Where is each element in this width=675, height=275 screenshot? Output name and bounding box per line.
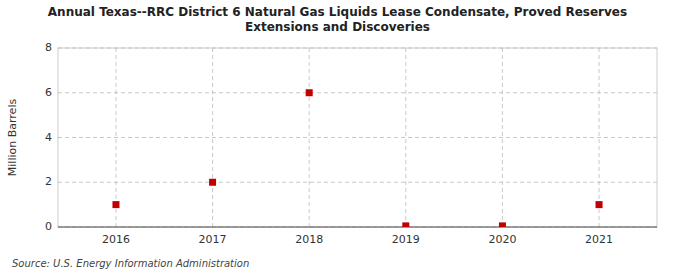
source-annotation: Source: U.S. Energy Information Administ… [12,258,249,269]
y-tick-label: 8 [45,41,52,54]
y-grid-line [58,92,657,93]
page: {"chart_data": {"type": "scatter", "titl… [0,0,675,275]
data-point [402,222,409,227]
x-tick-label: 2017 [199,233,227,246]
grid [58,48,657,227]
data-point [499,222,506,227]
chart-svg: 0 2 4 6 8 2016 2017 2018 2019 2020 2021 Million Bar… [0,0,675,275]
y-tick-label: 2 [45,175,52,188]
y-tick-label: 4 [45,131,52,144]
x-grid-line [115,48,116,227]
data-point [596,201,603,208]
x-grid-line [502,48,503,227]
x-grid-line [309,48,310,227]
axes: 0 2 4 6 8 2016 2017 2018 2019 2020 2021 [45,41,657,246]
chart-container: 0 2 4 6 8 2016 2017 2018 2019 2020 2021 Million Bar… [0,0,675,275]
data-point [209,179,216,186]
x-tick-label: 2016 [102,233,130,246]
y-grid-line [58,182,657,183]
chart-title-line: Annual Texas--RRC District 6 Natural Gas… [48,5,627,19]
y-tick-label: 0 [45,220,52,233]
x-axis-line [58,227,657,228]
x-tick-label: 2018 [295,233,323,246]
y-tick-label: 6 [45,86,52,99]
chart-title: Annual Texas--RRC District 6 Natural Gas… [48,5,627,34]
data-point [112,201,119,208]
data-point [306,89,313,96]
data-marks [112,89,602,227]
x-tick-label: 2020 [488,233,516,246]
x-grid-line [212,48,213,227]
y-axis-label: Million Barrels [6,99,19,177]
y-grid-line [58,137,657,138]
chart-title-line: Extensions and Discoveries [245,20,430,34]
x-tick-label: 2019 [392,233,420,246]
y-grid-line [58,227,657,228]
x-grid-line [599,48,600,227]
x-tick-label: 2021 [585,233,613,246]
x-grid-line [405,48,406,227]
y-grid-line [58,48,657,49]
plot-frame [58,48,657,227]
